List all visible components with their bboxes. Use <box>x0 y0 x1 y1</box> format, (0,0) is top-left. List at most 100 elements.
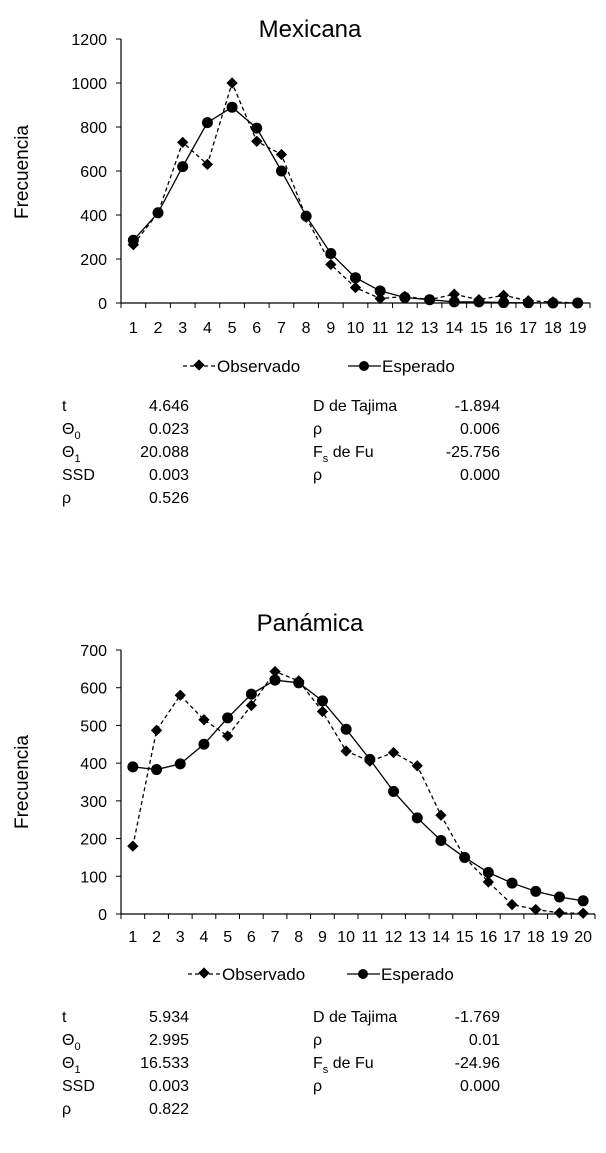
data-point <box>316 695 328 707</box>
chart-title: Mexicana <box>259 16 362 43</box>
data-point <box>198 738 210 750</box>
data-point <box>269 674 281 686</box>
data-point <box>364 753 376 765</box>
legend-item-esperado: Esperado <box>348 357 455 376</box>
x-tick-label: 8 <box>294 929 303 946</box>
stat-value: 0.006 <box>460 421 500 438</box>
data-point <box>435 809 447 821</box>
y-tick-label: 100 <box>80 869 107 886</box>
data-point <box>226 101 238 113</box>
data-point <box>530 885 542 897</box>
stat-label: t <box>62 1009 67 1026</box>
data-point <box>152 207 164 219</box>
data-point <box>506 898 518 911</box>
stat-value: 2.995 <box>149 1032 189 1049</box>
stat-value: 0.822 <box>149 1101 189 1118</box>
y-tick-label: 400 <box>80 208 107 225</box>
x-tick-label: 1 <box>129 320 138 337</box>
data-point <box>222 712 234 724</box>
data-point <box>350 272 361 284</box>
x-tick-label: 3 <box>178 320 187 337</box>
x-tick-label: 10 <box>347 320 365 337</box>
x-tick-label: 13 <box>421 320 439 337</box>
x-axis: 1 2 3 4 5 6 7 8 9 10 11 12 13 14 15 16 17 18 19 <box>120 302 591 337</box>
data-point <box>547 297 559 309</box>
data-point <box>553 907 566 919</box>
data-point <box>221 730 234 742</box>
data-point <box>150 724 163 736</box>
stat-label: t <box>62 398 67 415</box>
data-point <box>577 907 589 919</box>
legend-item-observado: Observado <box>183 357 300 376</box>
stat-value: 0.003 <box>149 467 189 484</box>
data-point <box>127 234 139 246</box>
y-tick-label: 0 <box>98 907 107 924</box>
y-tick-label: 1000 <box>71 76 107 93</box>
x-tick-label: 3 <box>176 929 185 946</box>
series-line <box>132 81 578 304</box>
x-tick-label: 13 <box>408 929 426 946</box>
y-tick-label: 400 <box>80 756 107 773</box>
y-tick-label: 0 <box>98 296 107 313</box>
data-point <box>151 764 163 776</box>
x-tick-label: 17 <box>519 320 537 337</box>
legend-label: Observado <box>217 357 300 376</box>
circle-marker-icon <box>359 361 369 371</box>
stat-label: Θ0 <box>62 421 81 442</box>
data-point <box>316 705 329 718</box>
data-point <box>177 136 189 149</box>
y-tick-label: 1200 <box>71 32 107 49</box>
x-tick-label: 11 <box>362 929 379 946</box>
stat-label: SSD <box>62 1078 95 1095</box>
legend: Observado Esperado <box>183 357 455 376</box>
y-tick-label: 500 <box>80 718 107 735</box>
stat-value: -24.96 <box>455 1055 500 1072</box>
x-tick-label: 9 <box>318 929 327 946</box>
x-tick-label: 6 <box>247 929 256 946</box>
data-point <box>553 891 565 903</box>
series-line <box>132 679 584 902</box>
x-tick-label: 20 <box>574 929 592 946</box>
legend-label: Esperado <box>381 965 454 984</box>
x-tick-label: 15 <box>470 320 488 337</box>
y-tick-label: 800 <box>80 120 107 137</box>
data-point <box>300 210 312 222</box>
data-point <box>269 665 281 678</box>
x-tick-label: 19 <box>551 929 569 946</box>
data-point <box>448 296 460 308</box>
x-tick-label: 7 <box>271 929 280 946</box>
x-tick-label: 2 <box>154 320 163 337</box>
stat-label: ρ <box>62 1101 71 1118</box>
stat-label: Θ1 <box>62 444 81 465</box>
series-esperado <box>127 101 584 309</box>
data-point <box>174 689 186 701</box>
x-tick-label: 14 <box>445 320 463 337</box>
chart-panamica: Panámica Frecuencia 0 100 200 300 400 500 600 7… <box>12 610 596 1118</box>
x-tick-label: 14 <box>432 929 450 946</box>
legend-item-esperado: Esperado <box>347 965 454 984</box>
y-tick-label: 600 <box>80 164 107 181</box>
data-point <box>340 723 352 735</box>
y-axis: 0 100 200 300 400 500 600 700 <box>80 643 122 924</box>
stat-label: Fs de Fu <box>313 1055 374 1076</box>
series-observado <box>127 665 589 919</box>
data-point <box>448 288 460 300</box>
data-point <box>374 285 386 297</box>
stat-label: SSD <box>62 467 95 484</box>
x-tick-label: 5 <box>228 320 237 337</box>
stat-label: D de Tajima <box>313 398 397 415</box>
stat-label: ρ <box>313 467 322 484</box>
y-axis-label: Frecuencia <box>12 735 33 829</box>
data-point <box>127 761 139 773</box>
stat-label: ρ <box>313 1032 322 1049</box>
stat-value: 0.01 <box>469 1032 500 1049</box>
data-point <box>325 248 337 259</box>
data-point <box>251 122 263 134</box>
data-point <box>411 812 423 824</box>
stat-label: ρ <box>62 490 71 507</box>
x-tick-label: 16 <box>479 929 497 946</box>
circle-marker-icon <box>358 969 368 979</box>
data-point <box>577 895 589 907</box>
stat-label: ρ <box>313 1078 322 1095</box>
y-axis: 0 200 400 600 800 1000 1200 <box>71 32 122 313</box>
